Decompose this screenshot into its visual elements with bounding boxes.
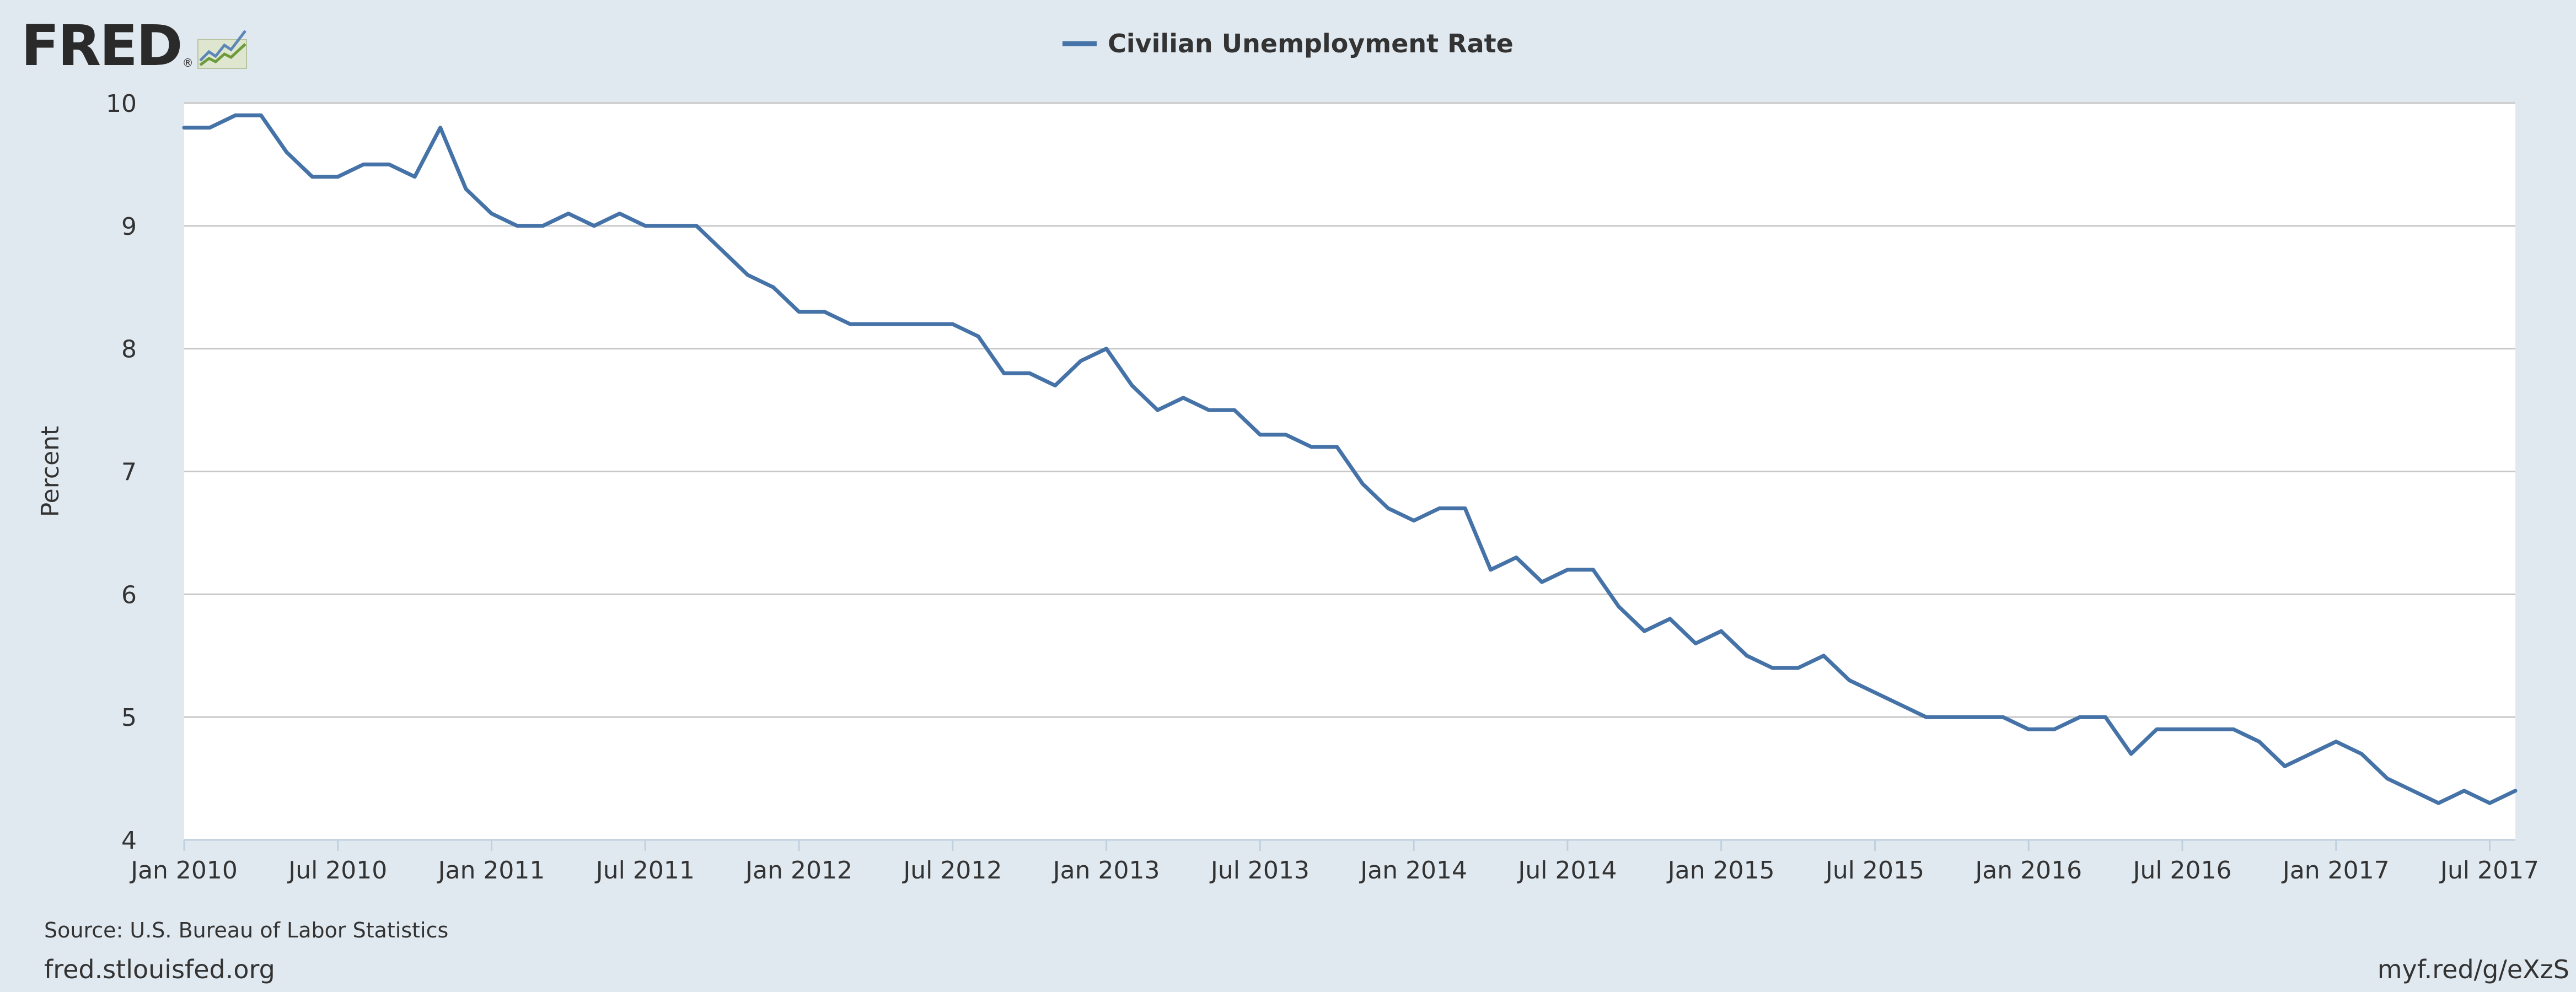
- legend-series-label: Civilian Unemployment Rate: [1108, 29, 1514, 58]
- x-tick-label: Jan 2010: [129, 856, 238, 885]
- site-link[interactable]: fred.stlouisfed.org: [44, 955, 275, 984]
- legend-item[interactable]: Civilian Unemployment Rate: [1062, 29, 1514, 58]
- x-tick-label: Jan 2015: [1666, 856, 1775, 885]
- x-tick-label: Jul 2012: [901, 856, 1002, 885]
- fred-logo[interactable]: FRED ®: [21, 13, 249, 79]
- y-tick-label: 4: [121, 827, 137, 855]
- x-tick-label: Jan 2011: [437, 856, 545, 885]
- x-tick-label: Jan 2014: [1359, 856, 1467, 885]
- x-tick-label: Jan 2012: [744, 856, 852, 885]
- x-tick-label: Jan 2013: [1051, 856, 1160, 885]
- y-tick-label: 5: [121, 704, 137, 732]
- registered-mark: ®: [182, 56, 194, 69]
- x-tick-label: Jul 2014: [1516, 856, 1617, 885]
- x-tick-label: Jul 2011: [594, 856, 695, 885]
- short-link[interactable]: myf.red/g/eXzS: [2377, 955, 2569, 984]
- series-line: [182, 113, 2518, 805]
- x-tick-label: Jan 2017: [2281, 856, 2390, 885]
- fred-logo-text: FRED: [21, 13, 183, 79]
- chart-legend: Civilian Unemployment Rate: [0, 29, 2576, 58]
- x-tick-label: Jan 2016: [1973, 856, 2082, 885]
- x-tick-label: Jul 2010: [287, 856, 387, 885]
- legend-swatch: [1062, 41, 1097, 46]
- y-axis-label: Percent: [36, 426, 65, 517]
- y-tick-label: 10: [106, 90, 137, 118]
- y-tick-label: 7: [121, 459, 137, 487]
- chart-logo-icon: [197, 30, 247, 69]
- y-tick-label: 9: [121, 213, 137, 241]
- x-tick-label: Jul 2015: [1824, 856, 1924, 885]
- line-chart: 4 5 6 7 8 9 10 Jan 2010 Jul 2010 Jan 2011 Jul 2011…: [36, 90, 2539, 885]
- x-tick-label: Jul 2013: [1209, 856, 1310, 885]
- x-tick-label: Jul 2016: [2131, 856, 2231, 885]
- y-tick-label: 8: [121, 336, 137, 364]
- source-note: Source: U.S. Bureau of Labor Statistics: [44, 918, 449, 942]
- x-tick-label: Jul 2017: [2439, 856, 2539, 885]
- y-tick-label: 6: [121, 581, 137, 609]
